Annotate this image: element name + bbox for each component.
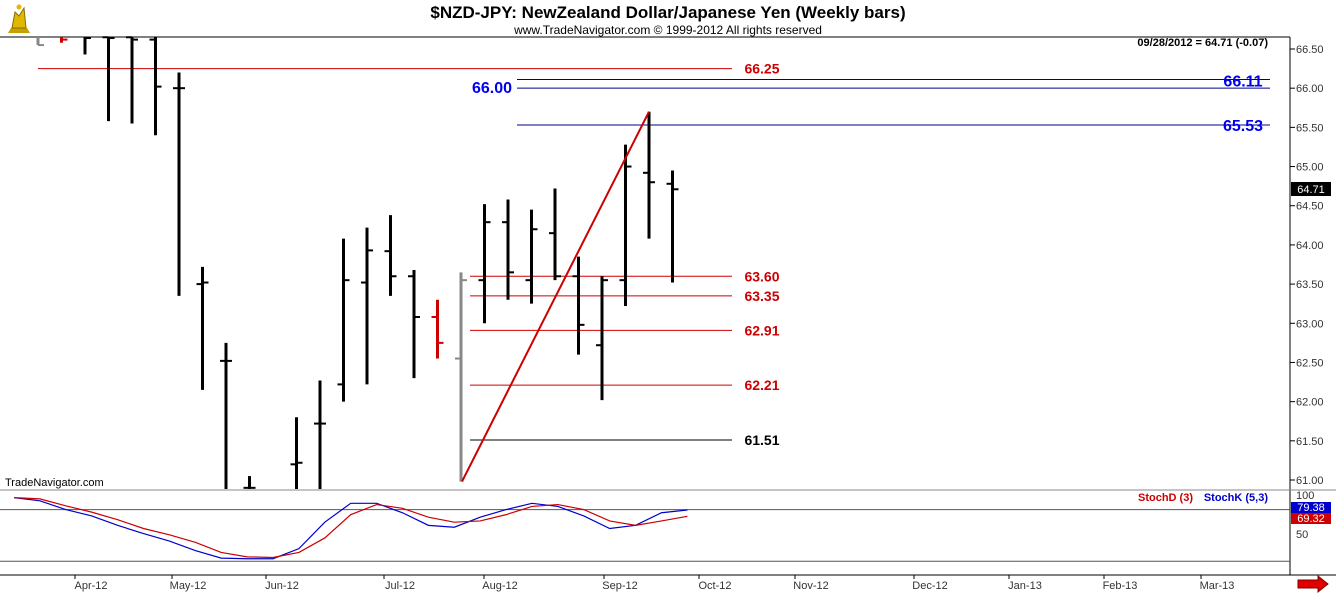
price-bar — [173, 72, 185, 296]
price-bar — [666, 170, 679, 283]
time-tick-label: Jun-12 — [265, 580, 299, 592]
level-label: 63.35 — [744, 288, 779, 304]
price-bar — [478, 204, 491, 324]
price-bar — [361, 227, 373, 385]
time-tick-label: Sep-12 — [602, 580, 637, 592]
current-price-label: 64.71 — [1297, 184, 1325, 196]
scroll-right-arrow-icon[interactable] — [1297, 574, 1329, 594]
stochk-legend: StochK (5,3) — [1204, 492, 1269, 504]
price-bar — [455, 272, 467, 482]
time-tick-label: Oct-12 — [698, 580, 731, 592]
price-tick-label: 61.50 — [1296, 436, 1324, 448]
price-bar — [431, 299, 444, 359]
price-bar — [36, 37, 44, 47]
price-tick-label: 62.00 — [1296, 397, 1324, 409]
price-bar — [83, 37, 91, 55]
stoch-tick-100: 100 — [1296, 490, 1314, 502]
trade-navigator-logo-icon — [4, 3, 34, 37]
level-label: 63.60 — [744, 268, 779, 284]
price-axis: 66.50 66.00 65.50 65.00 64.50 64.00 63.50 63.00… — [1290, 44, 1324, 487]
level-label: 66.25 — [744, 61, 779, 77]
price-bar — [126, 36, 138, 124]
stochd-value-box — [1291, 513, 1331, 524]
stochk-value-label: 79.38 — [1297, 502, 1325, 514]
time-tick-label: Aug-12 — [482, 580, 517, 592]
price-tick-label: 62.50 — [1296, 357, 1324, 369]
price-tick-label: 63.50 — [1296, 279, 1324, 291]
price-bar — [243, 476, 256, 489]
price-bars — [36, 36, 679, 489]
stochastic-panel — [0, 497, 1290, 562]
level-lines: 66.25 66.11 66.00 65.53 63.60 63.35 62.91 62.21… — [38, 61, 1270, 448]
time-tick-label: Mar-13 — [1200, 580, 1235, 592]
stochk-value-box — [1291, 502, 1331, 513]
last-quote: 09/28/2012 = 64.71 (-0.07) — [1137, 37, 1268, 49]
price-tick-label: 65.00 — [1296, 162, 1324, 174]
level-label: 66.11 — [1223, 74, 1262, 91]
price-tick-label: 66.00 — [1296, 83, 1324, 95]
time-tick-label: Apr-12 — [74, 580, 107, 592]
price-bar — [149, 37, 162, 136]
stochk-line — [13, 497, 688, 560]
price-bar — [290, 417, 303, 489]
time-tick-label: Jan-13 — [1008, 580, 1042, 592]
price-tick-label: 65.50 — [1296, 122, 1324, 134]
price-bar — [102, 36, 115, 122]
watermark-text: TradeNavigator.com — [5, 477, 104, 489]
price-bar — [220, 342, 232, 489]
price-tick-label: 61.00 — [1296, 475, 1324, 487]
price-bar — [314, 380, 326, 489]
stochd-value-label: 69.32 — [1297, 513, 1325, 525]
trendline — [461, 111, 650, 483]
price-tick-label: 63.00 — [1296, 318, 1324, 330]
time-tick-label: May-12 — [170, 580, 207, 592]
time-tick-label: Dec-12 — [912, 580, 947, 592]
price-bar — [408, 269, 420, 379]
price-bar — [572, 256, 585, 355]
time-tick-label: Nov-12 — [793, 580, 828, 592]
price-bar — [549, 188, 561, 281]
trendline-layer — [461, 111, 650, 483]
price-bar — [384, 215, 397, 296]
price-tick-label: 66.50 — [1296, 44, 1324, 56]
price-bar — [619, 144, 632, 307]
price-bar — [337, 238, 350, 402]
chart-title: $NZD-JPY: NewZealand Dollar/Japanese Yen… — [430, 3, 905, 22]
stochd-legend: StochD (3) — [1138, 492, 1193, 504]
level-label: 66.00 — [472, 80, 512, 97]
current-price-box — [1291, 182, 1331, 196]
price-bar — [502, 199, 514, 300]
level-label: 61.51 — [744, 432, 779, 448]
price-tick-label: 64.00 — [1296, 240, 1324, 252]
stochd-line — [13, 497, 688, 559]
level-label: 62.91 — [744, 322, 779, 338]
price-bar — [596, 276, 608, 401]
level-label: 62.21 — [744, 377, 779, 393]
price-bar — [525, 209, 538, 304]
stoch-tick-50: 50 — [1296, 529, 1308, 541]
time-tick-label: Jul-12 — [385, 580, 415, 592]
level-label: 65.53 — [1223, 118, 1263, 135]
copyright-text: www.TradeNavigator.com © 1999-2012 All r… — [513, 23, 822, 37]
price-tick-label: 64.50 — [1296, 201, 1324, 213]
price-bar — [196, 266, 209, 390]
price-bar — [60, 37, 68, 43]
time-tick-label: Feb-13 — [1103, 580, 1138, 592]
time-axis: Apr-12 May-12 Jun-12 Jul-12 Aug-12 Sep-12 Oct-… — [74, 575, 1234, 592]
price-bar — [643, 111, 655, 239]
